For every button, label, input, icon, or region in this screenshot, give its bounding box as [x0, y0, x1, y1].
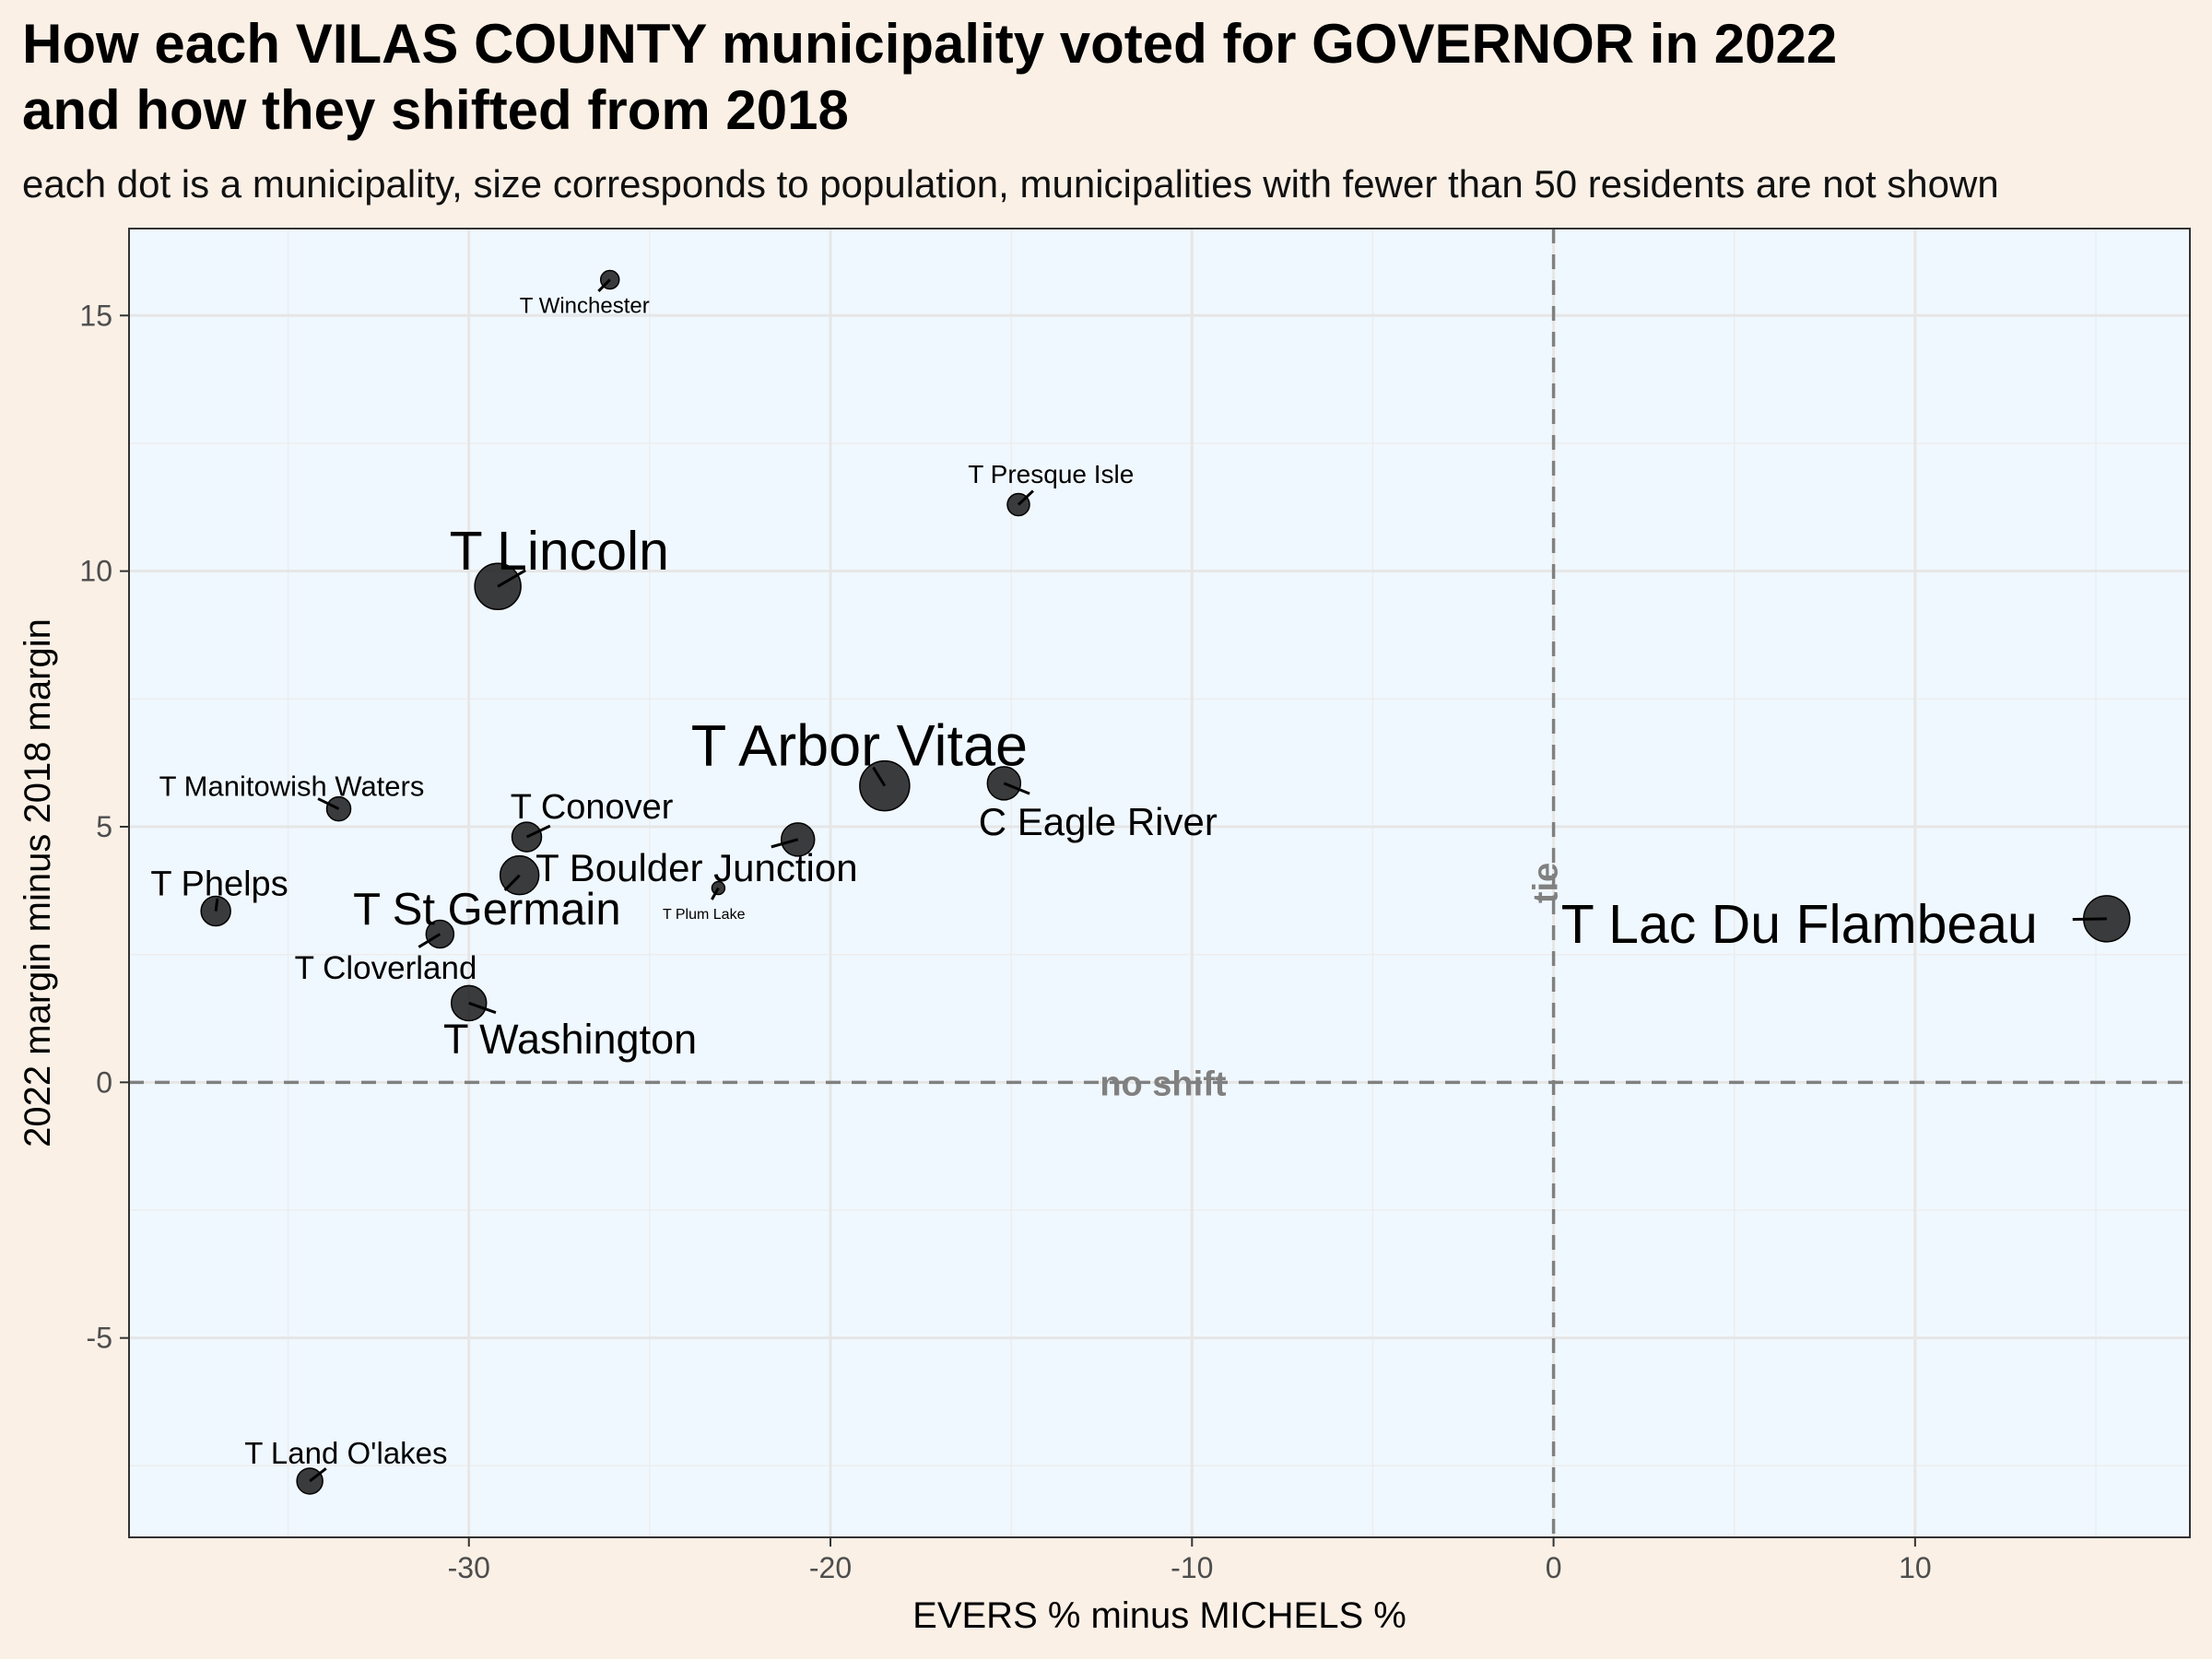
chart-subtitle: each dot is a municipality, size corresp…: [22, 162, 1999, 206]
plot-panel: [129, 229, 2190, 1537]
x-tick-label: -30: [448, 1551, 490, 1584]
leader-line: [525, 824, 551, 839]
minor-gridlines: [129, 229, 2190, 1537]
y-tick-label: 10: [79, 555, 112, 588]
x-tick-label: 0: [1546, 1551, 1562, 1584]
point-label: T St Germain: [353, 885, 620, 935]
leader-line: [503, 874, 521, 891]
x-axis-label: EVERS % minus MICHELS %: [912, 1595, 1406, 1636]
chart-title-line1: How each VILAS COUNTY municipality voted…: [22, 13, 1838, 75]
point-label: T Land O'lakes: [244, 1436, 447, 1470]
y-tick-label: 5: [96, 810, 112, 843]
x-tick-label: 10: [1899, 1551, 1932, 1584]
leader-line: [1003, 782, 1030, 795]
no-shift-label: no shift: [1100, 1065, 1227, 1103]
point-label: T Washington: [443, 1016, 697, 1063]
point-label: T Arbor Vitae: [691, 713, 1028, 778]
leader-line: [2072, 917, 2107, 921]
y-axis-label: 2022 margin minus 2018 margin: [18, 618, 58, 1147]
leader-line: [597, 278, 611, 293]
point-label: T Conover: [511, 788, 674, 827]
leader-line: [1017, 489, 1034, 506]
y-tick-label: 15: [79, 299, 112, 332]
leader-line: [711, 887, 720, 900]
leader-line: [872, 766, 887, 787]
point-label: T Winchester: [520, 294, 650, 319]
leader-line: [497, 569, 526, 588]
x-tick-label: -10: [1171, 1551, 1213, 1584]
point-label: T Boulder Junction: [535, 846, 857, 889]
point-label: T Presque Isle: [968, 460, 1134, 488]
y-tick-label: 0: [96, 1065, 112, 1099]
chart-title: How each VILAS COUNTY municipality voted…: [22, 11, 2197, 144]
leader-line: [771, 838, 799, 849]
point-label: T Lac Du Flambeau: [1561, 894, 2038, 955]
point-label: T Lincoln: [450, 521, 669, 582]
point-label: T Manitowish Waters: [159, 770, 425, 802]
leader-line: [418, 933, 441, 948]
reference-lines: no shift tie: [129, 229, 2190, 1537]
point-label: C Eagle River: [979, 800, 1218, 843]
point-label: T Phelps: [150, 865, 288, 903]
leader-line: [468, 1001, 497, 1015]
point-labels: T Winchester T Presque Isle T Lincoln T Arb…: [150, 294, 2037, 1470]
y-tick-label: -5: [87, 1322, 112, 1355]
axes: -30 -20 -10 0 10 -5 0 5 10 15: [79, 299, 1931, 1584]
leader-line: [317, 797, 340, 810]
point-label: T Cloverland: [295, 950, 477, 986]
point-label: T Plum Lake: [663, 907, 746, 923]
chart-title-line2: and how they shifted from 2018: [22, 79, 849, 141]
label-leader-lines: [214, 278, 2107, 1483]
leader-line: [214, 898, 219, 912]
tie-label: tie: [1527, 863, 1566, 903]
plot-border: [128, 228, 2191, 1538]
leader-line: [309, 1467, 327, 1483]
x-tick-label: -20: [809, 1551, 852, 1584]
